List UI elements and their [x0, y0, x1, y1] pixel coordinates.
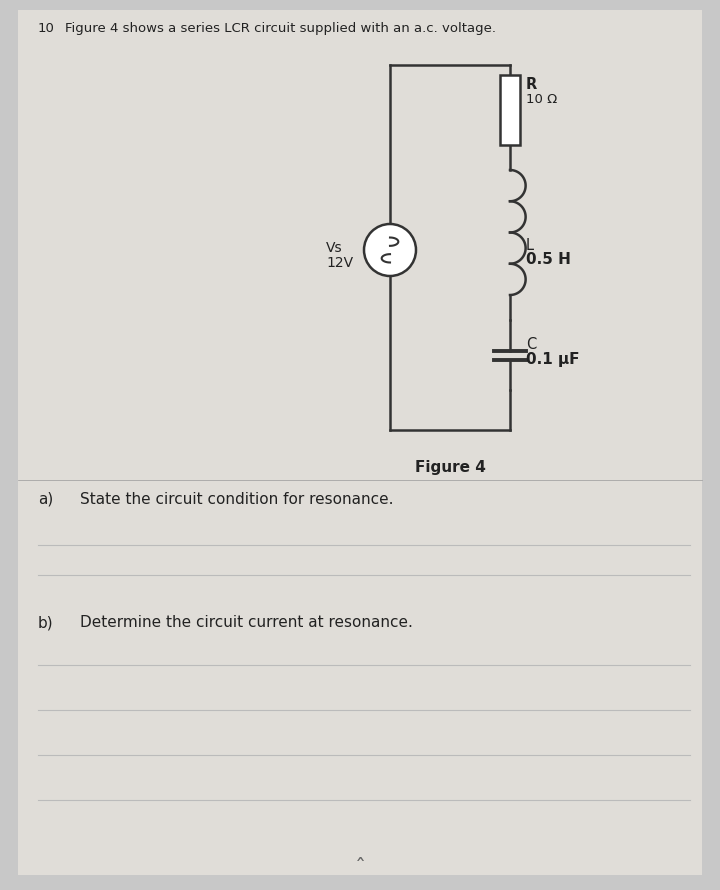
Text: a): a): [38, 492, 53, 507]
Text: 10: 10: [38, 22, 55, 35]
Circle shape: [364, 224, 416, 276]
Text: 0.5 H: 0.5 H: [526, 253, 571, 268]
Text: R: R: [526, 77, 537, 92]
Text: 0.1 μF: 0.1 μF: [526, 352, 580, 367]
Text: Figure 4 shows a series LCR circuit supplied with an a.c. voltage.: Figure 4 shows a series LCR circuit supp…: [65, 22, 496, 35]
Text: b): b): [38, 615, 53, 630]
Bar: [500, 75, 520, 145]
Text: Figure 4: Figure 4: [415, 460, 485, 475]
Text: Vs: Vs: [326, 241, 343, 255]
Text: 10 Ω: 10 Ω: [526, 93, 557, 106]
Text: Determine the circuit current at resonance.: Determine the circuit current at resonan…: [80, 615, 413, 630]
Text: C: C: [526, 337, 536, 352]
Text: ˆ: ˆ: [354, 858, 366, 878]
Text: State the circuit condition for resonance.: State the circuit condition for resonanc…: [80, 492, 394, 507]
Text: 12V: 12V: [326, 256, 353, 270]
Text: L: L: [526, 238, 534, 253]
